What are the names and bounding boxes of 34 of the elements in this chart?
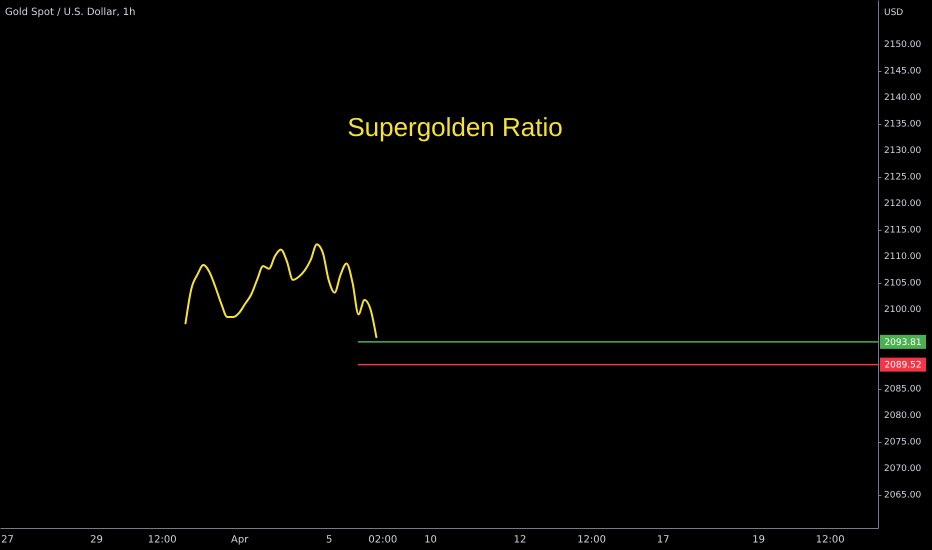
text: 2093.81 bbox=[884, 338, 922, 348]
annotation: Supergolden Ratio bbox=[347, 112, 563, 142]
text: Gold Spot / U.S. Dollar, 1h bbox=[5, 7, 136, 18]
x-tick-label: 17 bbox=[656, 534, 670, 546]
y-tick-label: 2070.00 bbox=[884, 464, 922, 474]
y-tick-label: 2115.00 bbox=[884, 226, 922, 236]
x-tick-label: 12:00 bbox=[816, 534, 845, 546]
x-tick-label: Apr bbox=[231, 534, 250, 546]
x-tick-label: 10 bbox=[424, 534, 437, 546]
y-tick-label: 2150.00 bbox=[884, 40, 922, 50]
y-axis-title: USD bbox=[884, 8, 904, 18]
y-tick-label: 2120.00 bbox=[884, 199, 922, 210]
y-tick-label: 2100.00 bbox=[884, 305, 922, 316]
x-tick-label: 27 bbox=[1, 534, 14, 546]
y-tick-label: 2075.00 bbox=[884, 438, 922, 448]
x-tick-label: 29 bbox=[90, 534, 103, 546]
y-tick-label: 2085.00 bbox=[884, 384, 922, 395]
y-tick-label: 2105.00 bbox=[884, 278, 922, 289]
y-tick-label: 2125.00 bbox=[884, 172, 922, 183]
y-tick-label: 2110.00 bbox=[884, 252, 922, 262]
text: 2089.52 bbox=[884, 360, 922, 371]
x-tick-label: 02:00 bbox=[368, 534, 398, 546]
x-tick-label: 19 bbox=[752, 534, 765, 546]
y-tick-label: 2065.00 bbox=[884, 490, 922, 501]
x-tick-label: 12:00 bbox=[148, 534, 177, 546]
y-tick-label: 2145.00 bbox=[884, 66, 922, 77]
y-tick-label: 2080.00 bbox=[884, 411, 922, 422]
y-tick-label: 2130.00 bbox=[884, 146, 922, 156]
x-tick-label: 12:00 bbox=[577, 534, 606, 546]
y-tick-label: 2140.00 bbox=[884, 93, 922, 104]
x-tick-label: 5 bbox=[326, 534, 332, 546]
y-tick-label: 2135.00 bbox=[884, 120, 922, 130]
x-tick-label: 12 bbox=[514, 534, 526, 546]
line-series bbox=[184, 243, 378, 338]
